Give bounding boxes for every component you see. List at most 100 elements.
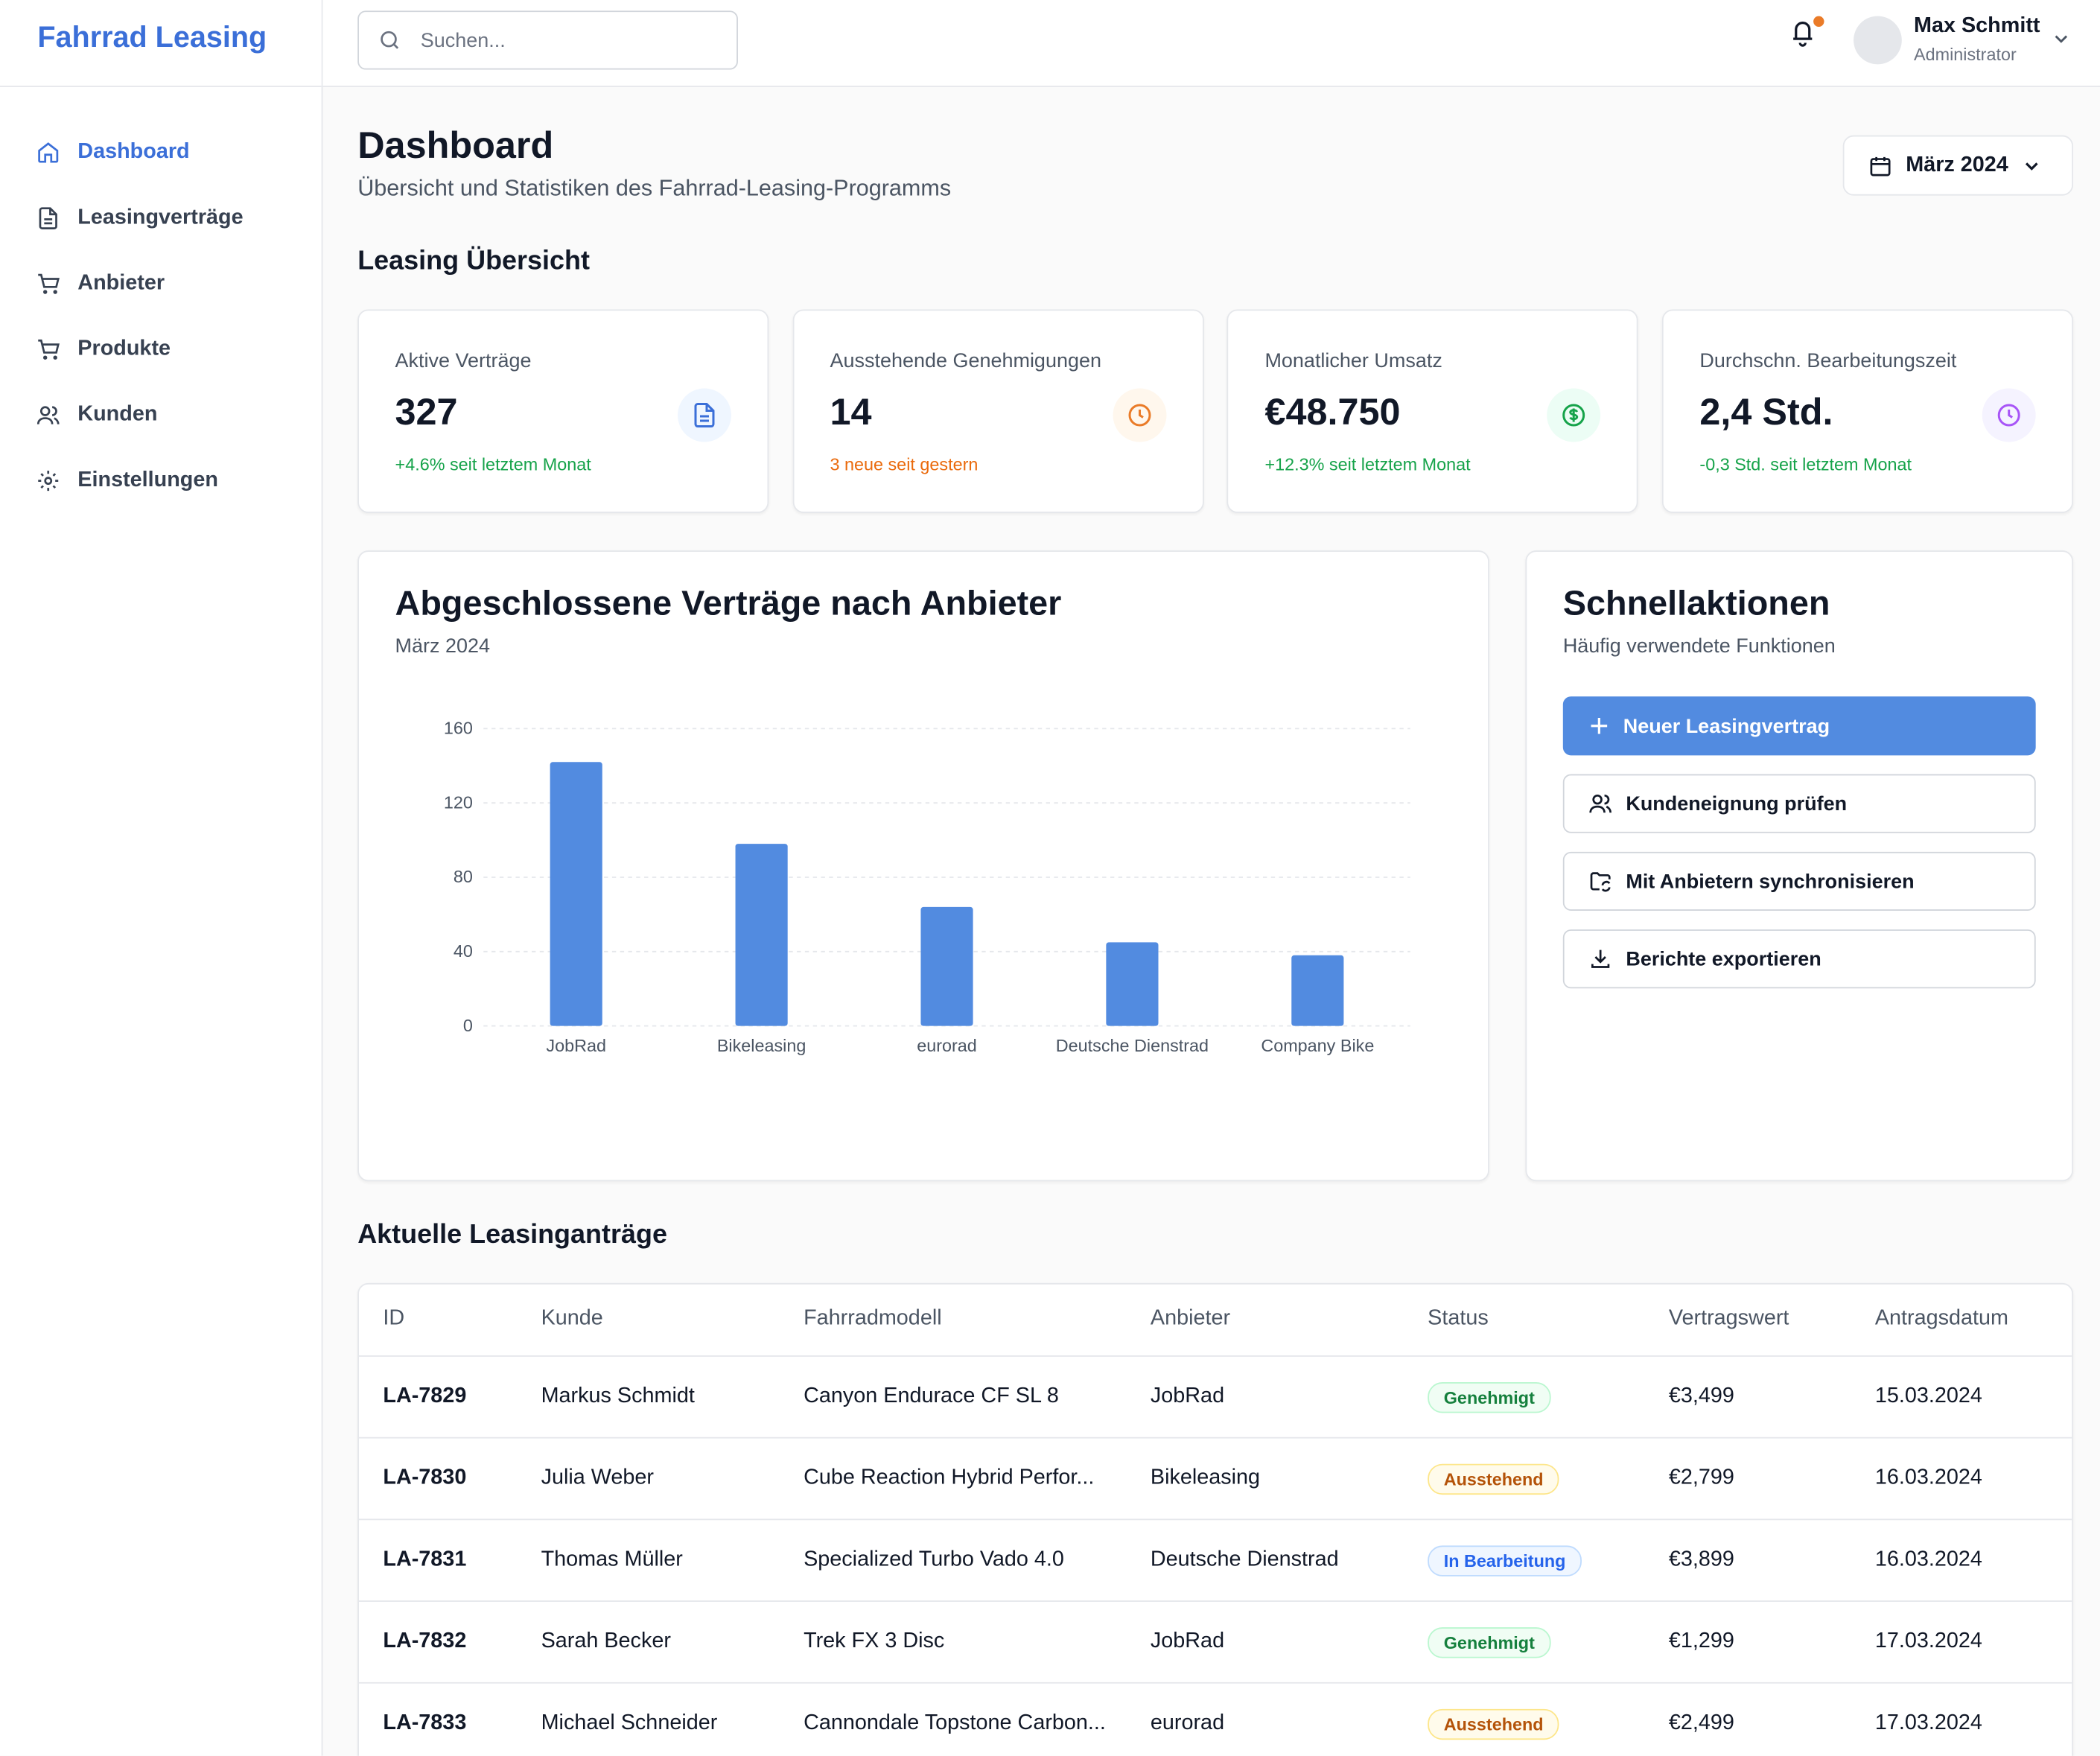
request-id: LA-7831: [383, 1548, 467, 1571]
nav-label: Produkte: [77, 337, 171, 360]
nav-item[interactable]: Anbieter: [0, 260, 322, 308]
bar: [1106, 942, 1159, 1026]
table: ID Kunde Fahrradmodell Anbieter Status Vertra…: [357, 1282, 2074, 1756]
notifications[interactable]: [1786, 13, 1827, 54]
y-tick-label: 80: [454, 867, 473, 886]
icon: [1870, 156, 1891, 176]
request-id: LA-7832: [383, 1629, 467, 1653]
column-header: Kunde: [541, 1307, 603, 1330]
icon: [38, 273, 60, 294]
bar: [1291, 955, 1344, 1026]
request-id: LA-7833: [383, 1711, 467, 1735]
nav-label: Anbieter: [77, 272, 165, 295]
action-button[interactable]: Berichte exportieren: [1562, 929, 2036, 989]
divider: [358, 1518, 2072, 1521]
icon: [38, 471, 59, 492]
stat-value: 2,4 Std.: [1699, 391, 1833, 433]
x-tick-label: JobRad: [546, 1036, 606, 1055]
table-cell: €1,299: [1668, 1629, 1734, 1653]
status-badge: Ausstehend: [1428, 1708, 1560, 1740]
table-cell: 16.03.2024: [1874, 1548, 1982, 1571]
table-cell: JobRad: [1150, 1629, 1225, 1653]
y-tick-label: 120: [444, 792, 473, 812]
table-cell: Markus Schmidt: [541, 1384, 695, 1408]
stat-label: Ausstehende Genehmigungen: [830, 349, 1101, 372]
nav-item[interactable]: Kunden: [0, 391, 322, 439]
period-select[interactable]: März 2024: [1842, 135, 2074, 196]
x-tick-label: Deutsche Dienstrad: [1056, 1036, 1209, 1055]
table-cell: Michael Schneider: [541, 1711, 718, 1735]
x-tick-label: Bikeleasing: [717, 1036, 806, 1055]
table-cell: Julia Weber: [541, 1466, 654, 1489]
action-label: Neuer Leasingvertrag: [1623, 714, 1830, 738]
action-button[interactable]: Mit Anbietern synchronisieren: [1562, 851, 2036, 911]
page-title: Dashboard: [357, 124, 554, 167]
table-cell: Cube Reaction Hybrid Perfor...: [804, 1466, 1095, 1489]
bar: [550, 762, 602, 1026]
icon: [694, 403, 715, 428]
table-cell: 15.03.2024: [1874, 1384, 1982, 1408]
nav-item[interactable]: Dashboard: [0, 129, 322, 177]
status-badge: Ausstehend: [1428, 1463, 1560, 1495]
table-cell: Sarah Becker: [541, 1629, 671, 1653]
y-tick-label: 160: [444, 719, 473, 738]
chart-subtitle: März 2024: [395, 634, 491, 658]
status-badge: Genehmigt: [1428, 1382, 1551, 1413]
table-cell: Trek FX 3 Disc: [804, 1629, 945, 1653]
stat-value: 14: [830, 391, 872, 433]
stat-note: -0,3 Std. seit letztem Monat: [1699, 454, 1912, 474]
table-cell: €3,499: [1668, 1384, 1734, 1408]
stat-card: Durchschn. Bearbeitungszeit 2,4 Std. -0,3 …: [1662, 309, 2074, 513]
action-button[interactable]: Neuer Leasingvertrag: [1562, 696, 2036, 756]
request-id: LA-7829: [383, 1384, 467, 1408]
divider: [358, 1600, 2072, 1602]
page-subtitle: Übersicht und Statistiken des Fahrrad-Le…: [357, 175, 952, 201]
nav-label: Leasingverträge: [77, 206, 244, 229]
chart-title: Abgeschlossene Verträge nach Anbieter: [395, 582, 1062, 623]
stat-icon: [678, 388, 731, 442]
icon: [1590, 872, 1611, 892]
stat-card: Monatlicher Umsatz €48.750 +12.3% seit let…: [1227, 309, 1639, 513]
table-cell: Bikeleasing: [1150, 1466, 1261, 1489]
y-tick-label: 40: [454, 941, 473, 961]
request-id: LA-7830: [383, 1466, 467, 1489]
nav-item[interactable]: Leasingverträge: [0, 194, 322, 243]
quick-actions-title: Schnellaktionen: [1562, 582, 1830, 623]
chevron: [2025, 162, 2037, 170]
stat-icon: [1112, 388, 1166, 442]
column-header: Fahrradmodell: [804, 1307, 942, 1330]
icon: [36, 406, 60, 424]
nav-label: Kunden: [77, 403, 158, 426]
table-cell: JobRad: [1150, 1384, 1225, 1408]
table-cell: Cannondale Topstone Carbon...: [804, 1711, 1106, 1735]
stat-label: Durchschn. Bearbeitungszeit: [1699, 349, 1957, 372]
nav-item[interactable]: Einstellungen: [0, 457, 322, 505]
icon: [39, 207, 57, 229]
column-header: Anbieter: [1150, 1307, 1231, 1330]
status-badge: In Bearbeitung: [1428, 1545, 1582, 1577]
user-role: Administrator: [1914, 44, 2017, 65]
divider: [358, 1355, 2072, 1357]
action-label: Mit Anbietern synchronisieren: [1626, 870, 1915, 893]
table-cell: Deutsche Dienstrad: [1150, 1548, 1339, 1571]
search-input[interactable]: Suchen...: [357, 10, 738, 70]
column-header: Status: [1428, 1307, 1489, 1330]
column-header: ID: [383, 1307, 405, 1330]
table-cell: €3,899: [1668, 1548, 1734, 1571]
action-button[interactable]: Kundeneignung prüfen: [1562, 774, 2036, 833]
nav-item[interactable]: Produkte: [0, 325, 322, 374]
chevron[interactable]: [2052, 30, 2070, 48]
table-cell: Thomas Müller: [541, 1548, 683, 1571]
status-badge: Genehmigt: [1428, 1627, 1551, 1658]
stat-icon: [1982, 388, 2036, 442]
brand[interactable]: Fahrrad Leasing: [37, 19, 267, 54]
table-cell: 17.03.2024: [1874, 1629, 1982, 1653]
x-tick-label: Company Bike: [1261, 1036, 1374, 1055]
nav-label: Dashboard: [77, 140, 190, 164]
avatar[interactable]: [1854, 16, 1902, 65]
table-cell: eurorad: [1150, 1711, 1225, 1735]
stat-label: Monatlicher Umsatz: [1264, 349, 1442, 372]
user-name[interactable]: Max Schmitt: [1914, 14, 2040, 38]
